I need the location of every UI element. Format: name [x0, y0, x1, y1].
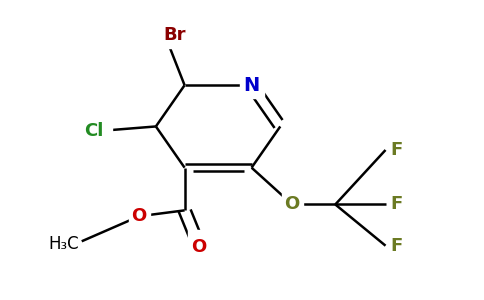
Text: F: F [390, 237, 403, 255]
Text: O: O [285, 196, 300, 214]
Polygon shape [188, 230, 210, 255]
Text: Br: Br [164, 26, 186, 44]
Polygon shape [76, 118, 112, 144]
Text: N: N [243, 76, 260, 95]
Text: H₃C: H₃C [49, 235, 79, 253]
Text: O: O [132, 207, 147, 225]
Polygon shape [155, 25, 195, 48]
Text: F: F [390, 141, 403, 159]
Polygon shape [240, 72, 263, 98]
Polygon shape [282, 192, 303, 217]
Text: O: O [191, 238, 207, 256]
Polygon shape [129, 204, 150, 229]
Text: Cl: Cl [84, 122, 104, 140]
Text: F: F [390, 196, 403, 214]
